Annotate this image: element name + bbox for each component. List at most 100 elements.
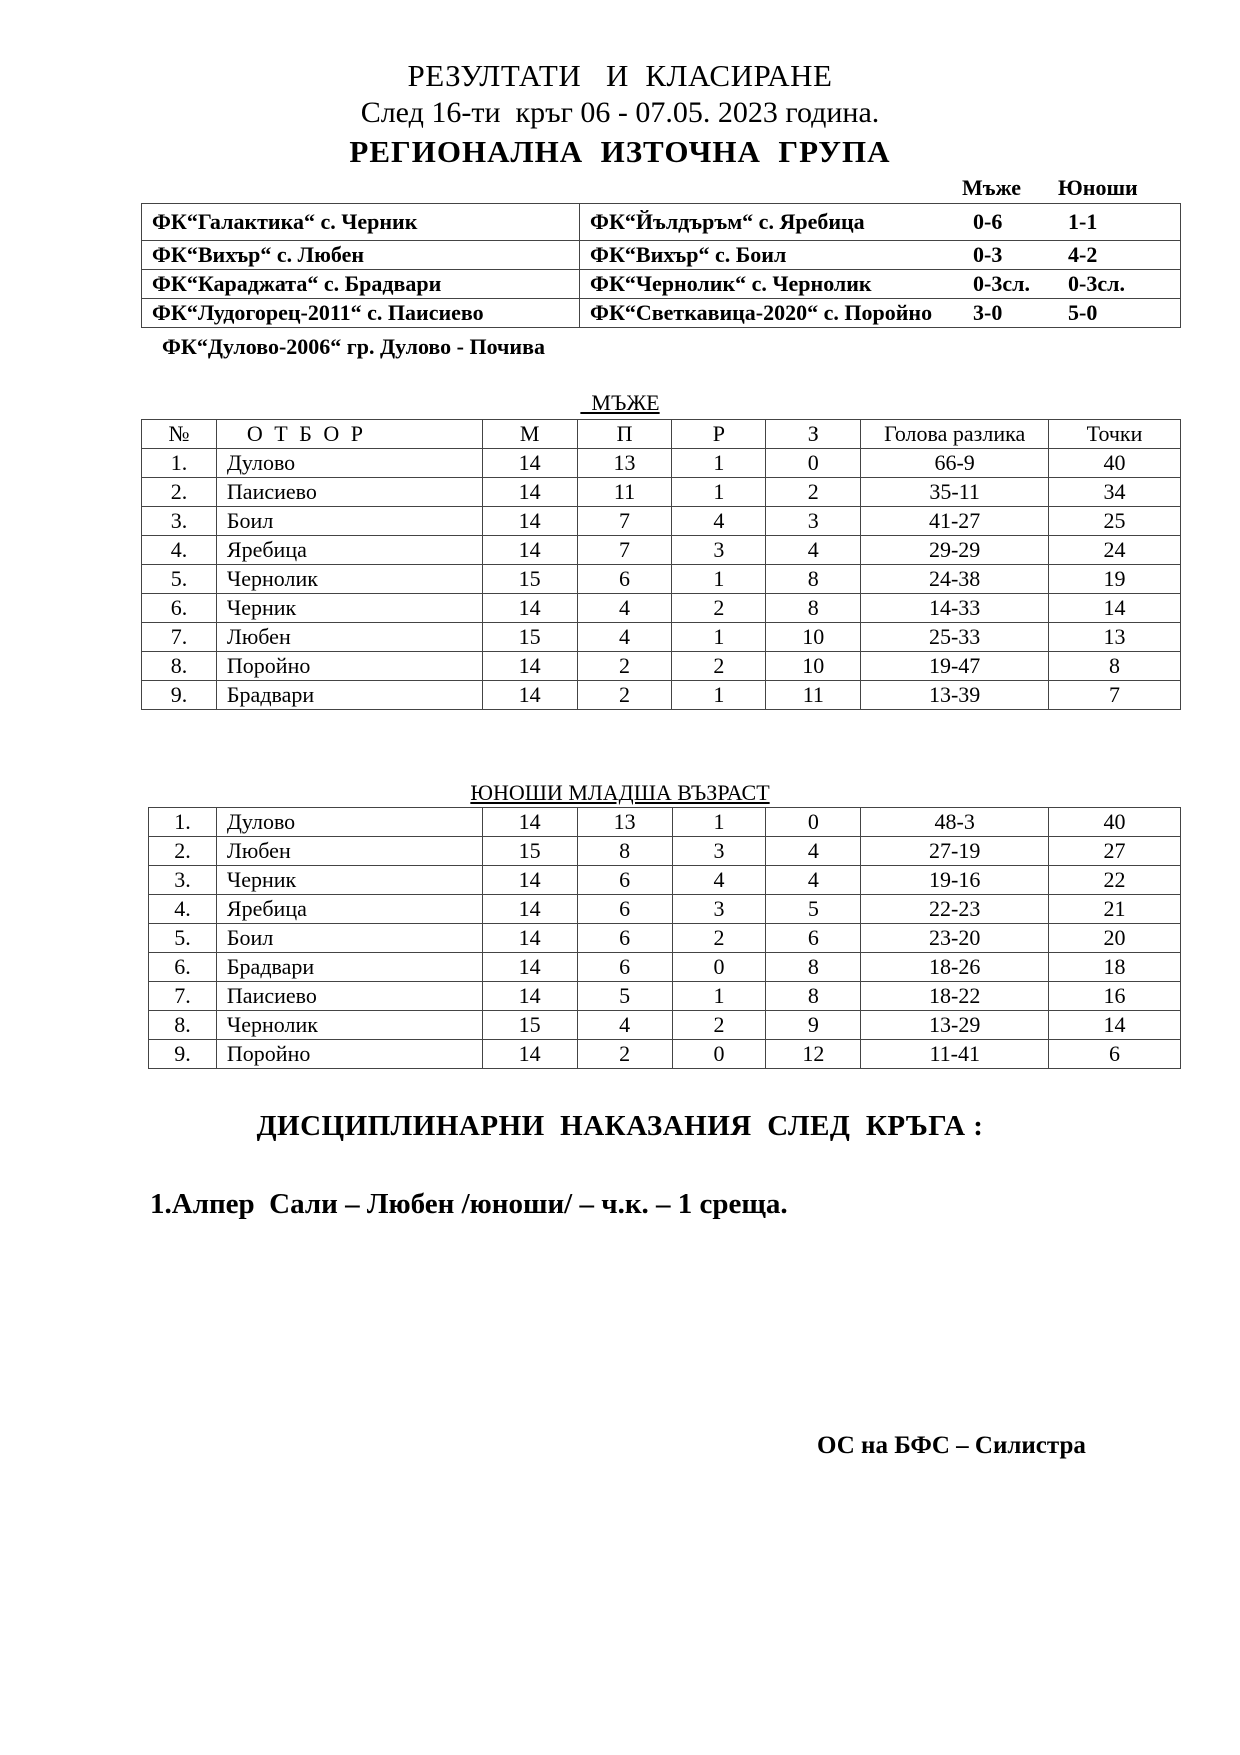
- cell-won: 13: [576, 807, 673, 837]
- cell-won: 4: [576, 622, 673, 652]
- cell-points: 14: [1048, 593, 1181, 623]
- cell-drawn: 2: [671, 1010, 767, 1040]
- cell-lost: 12: [765, 1039, 862, 1069]
- cell-won: 6: [576, 952, 673, 982]
- table-row: 3. Черник 14 6 4 4 19-16 22: [148, 865, 1181, 895]
- cell-position: 2.: [141, 477, 217, 507]
- cell-played: 14: [481, 894, 578, 924]
- cell-goal-difference: 24-38: [860, 564, 1050, 594]
- cell-goal-difference: 18-22: [860, 981, 1050, 1011]
- cell-team: Чернолик: [215, 1010, 483, 1040]
- cell-position: 9.: [141, 680, 217, 710]
- cell-won: 6: [576, 865, 673, 895]
- cell-points: 8: [1048, 651, 1181, 681]
- away-cell: ФК“Чернолик“ с. Чернолик 0-3сл. 0-3сл.: [590, 271, 1180, 297]
- cell-drawn: 1: [671, 448, 767, 478]
- cell-played: 15: [481, 622, 578, 652]
- cell-lost: 4: [765, 865, 862, 895]
- men-standings-table: № О Т Б О Р М П Р З Голова разлика Точки 1. Дулов…: [141, 419, 1181, 710]
- cell-team: Черник: [215, 593, 483, 623]
- cell-goal-difference: 41-27: [860, 506, 1050, 536]
- cell-won: 5: [576, 981, 673, 1011]
- cell-lost: 0: [765, 448, 862, 478]
- cell-points: 27: [1048, 836, 1181, 866]
- cell-lost: 2: [765, 477, 862, 507]
- cell-team: Яребица: [215, 894, 483, 924]
- cell-points: 16: [1048, 981, 1181, 1011]
- column-header-position: №: [141, 419, 217, 449]
- cell-played: 15: [481, 1010, 578, 1040]
- signature: ОС на БФС – Силистра: [817, 1432, 1086, 1459]
- cell-lost: 10: [765, 651, 862, 681]
- table-row: 6. Брадвари 14 6 0 8 18-26 18: [148, 952, 1181, 982]
- cell-points: 40: [1048, 807, 1181, 837]
- table-row: 7. Паисиево 14 5 1 8 18-22 16: [148, 981, 1181, 1011]
- cell-team: Черник: [215, 865, 483, 895]
- table-row: 5. Чернолик 15 6 1 8 24-38 19: [141, 564, 1181, 594]
- cell-position: 1.: [148, 807, 217, 837]
- cell-played: 14: [481, 981, 578, 1011]
- cell-team: Любен: [215, 836, 483, 866]
- youth-standings-table: 1. Дулово 14 13 1 0 48-3 40 2. Любен 15 8 3 4 27-19 27 3…: [148, 807, 1181, 1069]
- away-cell: ФК“Вихър“ с. Боил 0-3 4-2: [590, 242, 1180, 268]
- cell-position: 3.: [148, 865, 217, 895]
- cell-drawn: 1: [671, 807, 767, 837]
- cell-drawn: 1: [671, 680, 767, 710]
- cell-position: 5.: [148, 923, 217, 953]
- cell-drawn: 1: [671, 981, 767, 1011]
- cell-team: Поройно: [215, 651, 483, 681]
- table-row: 2. Паисиево 14 11 1 2 35-11 34: [141, 477, 1181, 507]
- document-title: РЕЗУЛТАТИ И КЛАСИРАНЕ: [407, 58, 833, 93]
- cell-team: Яребица: [215, 535, 483, 565]
- match-results-table: ФК“Галактика“ с. Черник ФК“Йълдъръм“ с. Я…: [140, 203, 1181, 328]
- cell-won: 11: [576, 477, 673, 507]
- cell-drawn: 4: [671, 506, 767, 536]
- match-row: ФК“Лудогорец-2011“ с. Паисиево ФК“Светкав…: [140, 298, 1181, 328]
- table-row: 4. Яребица 14 7 3 4 29-29 24: [141, 535, 1181, 565]
- cell-played: 15: [481, 564, 578, 594]
- table-row: 3. Боил 14 7 4 3 41-27 25: [141, 506, 1181, 536]
- table-row: 4. Яребица 14 6 3 5 22-23 21: [148, 894, 1181, 924]
- cell-played: 14: [481, 923, 578, 953]
- away-team: ФК“Вихър“ с. Боил: [590, 242, 787, 267]
- table-row: 2. Любен 15 8 3 4 27-19 27: [148, 836, 1181, 866]
- cell-played: 14: [481, 448, 578, 478]
- cell-played: 15: [481, 836, 578, 866]
- cell-drawn: 0: [671, 952, 767, 982]
- cell-drawn: 3: [671, 535, 767, 565]
- away-team: ФК“Йълдъръм“ с. Яребица: [590, 209, 865, 234]
- match-row: ФК“Галактика“ с. Черник ФК“Йълдъръм“ с. Я…: [140, 203, 1181, 241]
- cell-points: 13: [1048, 622, 1181, 652]
- men-column-header: Мъже: [962, 175, 1022, 200]
- cell-drawn: 0: [671, 1039, 767, 1069]
- cell-points: 21: [1048, 894, 1181, 924]
- home-team: ФК“Лудогорец-2011“ с. Паисиево: [152, 300, 484, 325]
- cell-position: 5.: [141, 564, 217, 594]
- column-header-drawn: Р: [671, 419, 767, 449]
- cell-lost: 10: [765, 622, 862, 652]
- cell-played: 14: [481, 477, 578, 507]
- table-row: 9. Поройно 14 2 0 12 11-41 6: [148, 1039, 1181, 1069]
- cell-played: 14: [481, 1039, 578, 1069]
- cell-won: 7: [576, 506, 673, 536]
- home-team: ФК“Караджата“ с. Брадвари: [152, 271, 442, 296]
- cell-won: 6: [576, 923, 673, 953]
- cell-goal-difference: 14-33: [860, 593, 1050, 623]
- cell-position: 4.: [148, 894, 217, 924]
- cell-lost: 9: [765, 1010, 862, 1040]
- cell-won: 2: [576, 1039, 673, 1069]
- cell-goal-difference: 13-39: [860, 680, 1050, 710]
- cell-position: 3.: [141, 506, 217, 536]
- cell-drawn: 2: [671, 593, 767, 623]
- cell-lost: 4: [765, 836, 862, 866]
- cell-lost: 5: [765, 894, 862, 924]
- cell-won: 8: [576, 836, 673, 866]
- group-title: РЕГИОНАЛНА ИЗТОЧНА ГРУПА: [349, 134, 891, 169]
- cell-points: 20: [1048, 923, 1181, 953]
- cell-lost: 4: [765, 535, 862, 565]
- cell-team: Дулово: [215, 448, 483, 478]
- cell-points: 22: [1048, 865, 1181, 895]
- cell-lost: 3: [765, 506, 862, 536]
- cell-played: 14: [481, 680, 578, 710]
- cell-won: 7: [576, 535, 673, 565]
